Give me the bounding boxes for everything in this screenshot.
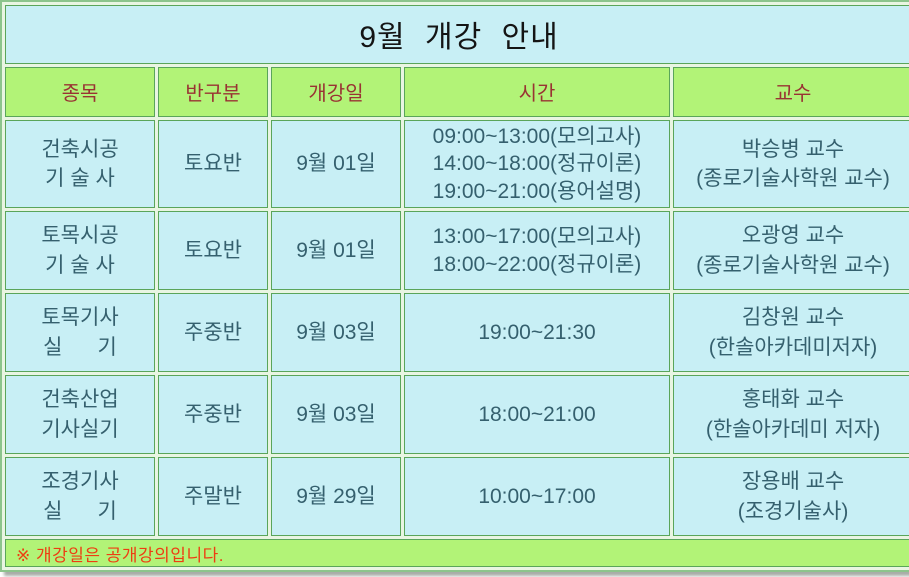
- cell-professor: 홍태화 교수 (한솔아카데미 저자): [673, 375, 909, 455]
- cell-class-type: 토요반: [158, 211, 268, 291]
- table-row: 토목시공 기 술 사 토요반 9월 01일 13:00~17:00(모의고사) …: [5, 211, 909, 291]
- table-row: 건축산업 기사실기 주중반 9월 03일 18:00~21:00 홍태화 교수 …: [5, 375, 909, 455]
- cell-start-date: 9월 03일: [271, 375, 401, 455]
- column-header-professor: 교수: [673, 66, 909, 117]
- cell-time: 19:00~21:30: [404, 293, 670, 373]
- cell-subject: 건축시공 기 술 사: [5, 119, 155, 209]
- cell-start-date: 9월 03일: [271, 293, 401, 373]
- cell-subject: 토목시공 기 술 사: [5, 211, 155, 291]
- table-row: 조경기사 실 기 주말반 9월 29일 10:00~17:00 장용배 교수 (…: [5, 457, 909, 537]
- footer-note: ※ 개강일은 공개강의입니다.: [5, 539, 909, 567]
- cell-professor: 오광영 교수 (종로기술사학원 교수): [673, 211, 909, 291]
- column-header-time: 시간: [404, 66, 670, 117]
- cell-time: 10:00~17:00: [404, 457, 670, 537]
- cell-subject: 조경기사 실 기: [5, 457, 155, 537]
- cell-professor: 김창원 교수 (한솔아카데미저자): [673, 293, 909, 373]
- cell-start-date: 9월 29일: [271, 457, 401, 537]
- table-title-row: 9월 개강 안내: [5, 5, 909, 64]
- cell-class-type: 주말반: [158, 457, 268, 537]
- table-row: 건축시공 기 술 사 토요반 9월 01일 09:00~13:00(모의고사) …: [5, 119, 909, 209]
- table-header-row: 종목 반구분 개강일 시간 교수: [5, 66, 909, 117]
- column-header-class-type: 반구분: [158, 66, 268, 117]
- cell-time: 18:00~21:00: [404, 375, 670, 455]
- cell-class-type: 주중반: [158, 293, 268, 373]
- cell-class-type: 주중반: [158, 375, 268, 455]
- cell-professor: 장용배 교수 (조경기술사): [673, 457, 909, 537]
- cell-professor: 박승병 교수 (종로기술사학원 교수): [673, 119, 909, 209]
- column-header-start-date: 개강일: [271, 66, 401, 117]
- cell-class-type: 토요반: [158, 119, 268, 209]
- cell-subject: 건축산업 기사실기: [5, 375, 155, 455]
- table-footer-row: ※ 개강일은 공개강의입니다.: [5, 539, 909, 567]
- table-row: 토목기사 실 기 주중반 9월 03일 19:00~21:30 김창원 교수 (…: [5, 293, 909, 373]
- cell-time: 13:00~17:00(모의고사) 18:00~22:00(정규이론): [404, 211, 670, 291]
- column-header-subject: 종목: [5, 66, 155, 117]
- cell-subject: 토목기사 실 기: [5, 293, 155, 373]
- cell-start-date: 9월 01일: [271, 119, 401, 209]
- cell-start-date: 9월 01일: [271, 211, 401, 291]
- cell-time: 09:00~13:00(모의고사) 14:00~18:00(정규이론) 19:0…: [404, 119, 670, 209]
- page-title: 9월 개강 안내: [5, 5, 909, 64]
